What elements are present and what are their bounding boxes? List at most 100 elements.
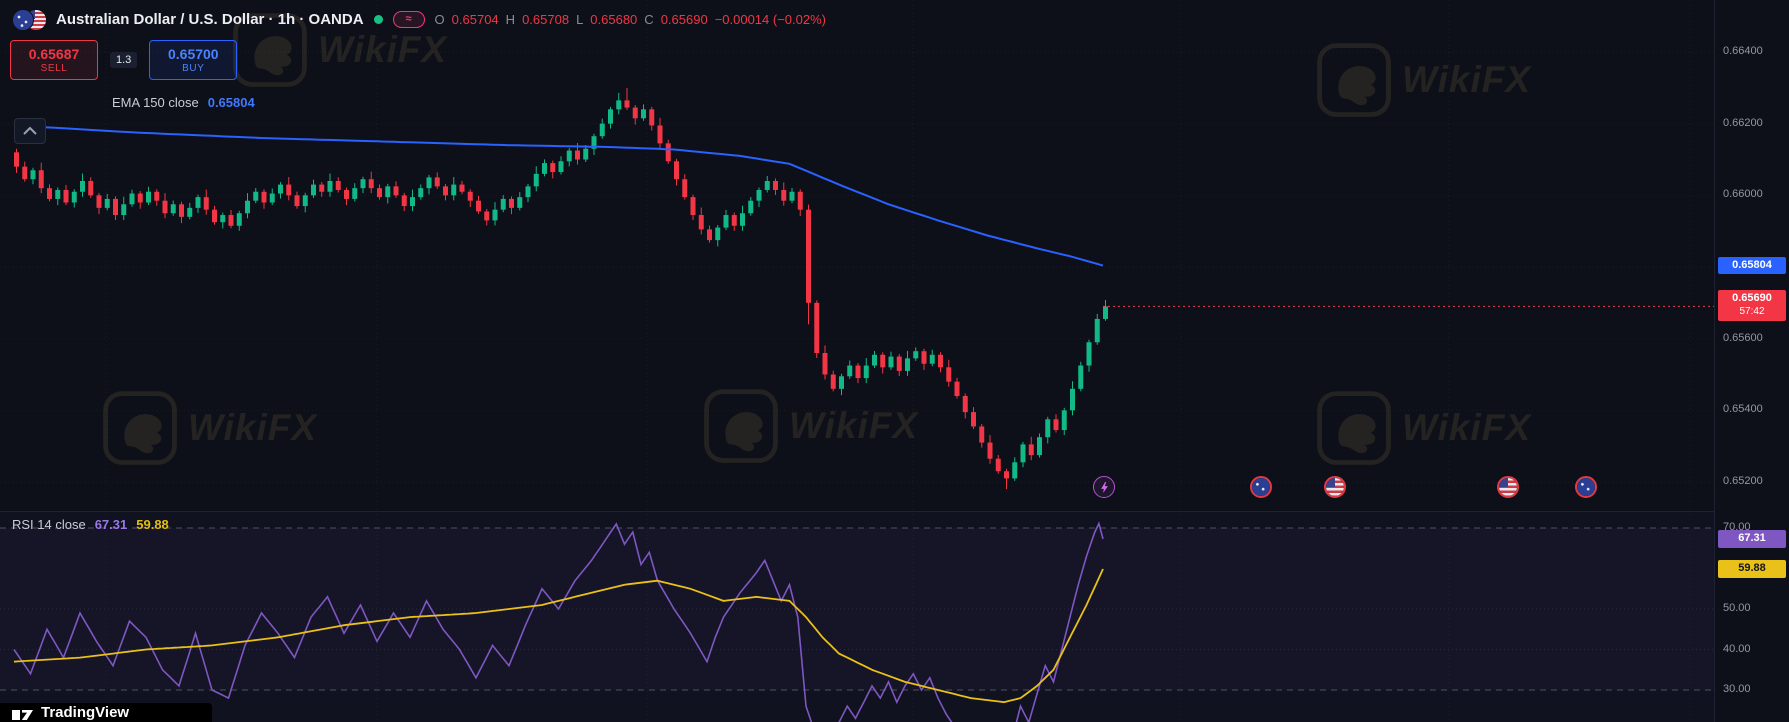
candle-body	[938, 354, 943, 368]
candle-body	[1078, 365, 1084, 389]
symbol-title[interactable]: Australian Dollar / U.S. Dollar · 1h · O…	[56, 10, 364, 28]
wikifx-eagle-icon	[1317, 391, 1391, 465]
candle-body	[558, 161, 564, 173]
flag-us[interactable]	[1324, 476, 1346, 498]
candle-body	[1037, 437, 1042, 456]
flag-au-inner	[1577, 478, 1595, 496]
candle-body	[591, 136, 597, 149]
candle-body	[47, 188, 52, 199]
rsi-legend-value: 67.31	[94, 517, 128, 532]
wikifx-watermark-text: WikiFX	[789, 405, 919, 446]
candle-body	[1012, 462, 1018, 479]
candle-body	[360, 179, 366, 189]
candle-body	[80, 180, 85, 192]
flag-us[interactable]	[1497, 476, 1519, 498]
rsi-ma-legend-value: 59.88	[136, 517, 169, 532]
candle-body	[575, 150, 580, 160]
candle-body	[797, 191, 803, 210]
candle-body	[96, 195, 102, 208]
ema-line[interactable]	[13, 124, 1104, 267]
candle-body	[245, 200, 250, 214]
flag-au[interactable]	[1575, 476, 1597, 498]
candle-body	[616, 100, 622, 110]
candle-body	[401, 195, 407, 207]
event-markers-row	[0, 476, 1714, 498]
candle-body	[492, 209, 498, 221]
rsi-pane-canvas[interactable]	[0, 511, 1714, 722]
candle-body	[1028, 444, 1034, 456]
candle-body	[426, 177, 432, 189]
spread-value: 1.3	[110, 52, 138, 68]
candle-body	[962, 395, 968, 413]
low-value: 0.65680	[590, 11, 638, 27]
price-chart-canvas[interactable]	[0, 0, 1714, 511]
candle-body	[863, 365, 869, 379]
candle-body	[929, 354, 935, 364]
flag-au-inner	[1252, 478, 1270, 496]
candle-body	[55, 189, 61, 199]
candle-body	[913, 351, 919, 359]
candle-body	[1086, 342, 1092, 366]
market-status-dot-icon	[373, 14, 383, 24]
rsi-legend-label: RSI 14 close	[12, 517, 86, 532]
sell-button[interactable]: 0.65687 SELL	[10, 40, 98, 80]
candle-body	[352, 188, 358, 199]
pane-divider[interactable]	[0, 511, 1714, 512]
candle-body	[731, 215, 737, 226]
wikifx-watermark-text: WikiFX	[318, 29, 448, 70]
candle-body	[690, 197, 696, 216]
candle-body	[1020, 444, 1026, 463]
price-axis[interactable]: 0.65804 0.65690 57:42 67.31 59.88 0.6640…	[1714, 0, 1789, 722]
wikifx-watermark-text: WikiFX	[1402, 407, 1532, 448]
candle-body	[418, 188, 424, 198]
lightning-icon[interactable]	[1093, 476, 1115, 498]
wikifx-eagle-icon	[1317, 43, 1391, 117]
candle-body	[641, 109, 646, 119]
candle-body	[294, 195, 300, 207]
high-value: 0.65708	[522, 11, 570, 27]
price-axis-label: 0.66400	[1723, 45, 1763, 57]
candle-body	[995, 458, 1001, 472]
wikifx-watermark-text: WikiFX	[1402, 59, 1532, 100]
wikifx-eagle-icon	[233, 13, 307, 87]
ema-indicator-legend[interactable]: EMA 150 close 0.65804	[112, 95, 255, 110]
candle-body	[830, 374, 836, 389]
candle-body	[129, 193, 135, 205]
open-value: 0.65704	[451, 11, 499, 27]
rsi-ma-line[interactable]	[13, 568, 1104, 704]
candle-body	[476, 200, 481, 212]
buy-button[interactable]: 0.65700 BUY	[149, 40, 238, 80]
candle-body	[1103, 306, 1108, 319]
candle-body	[253, 191, 259, 201]
candle-body	[624, 100, 630, 108]
change-value: −0.00014 (−0.02%)	[714, 11, 826, 27]
candle-body	[748, 200, 754, 214]
flag-us-inner	[1326, 478, 1344, 496]
candle-body	[30, 170, 36, 180]
price-axis-label: 0.65400	[1723, 403, 1763, 416]
candle-body	[137, 193, 143, 203]
candle-body	[698, 215, 704, 230]
flag-au[interactable]	[1250, 476, 1272, 498]
candle-body	[393, 186, 399, 196]
pane-collapse-button[interactable]	[14, 118, 46, 144]
candle-body	[228, 215, 234, 226]
candle-body	[839, 376, 844, 389]
rsi-line[interactable]	[13, 521, 1104, 722]
rsi-indicator-legend[interactable]: RSI 14 close 67.31 59.88	[12, 517, 169, 532]
tradingview-attribution[interactable]: TradingView	[0, 703, 212, 722]
ema-legend-value: 0.65804	[207, 95, 255, 110]
candle-body	[203, 197, 209, 210]
ohlc-readout: O 0.65704 H 0.65708 L 0.65680 C 0.65690 −0.0…	[435, 12, 826, 27]
otc-badge-icon[interactable]: ≈	[392, 10, 425, 28]
tradingview-logo-text: TradingView	[41, 704, 130, 721]
candle-body	[632, 107, 638, 119]
wikifx-watermark: WikiFX	[703, 388, 918, 464]
australia-flag-icon	[12, 9, 34, 31]
sell-price: 0.65687	[28, 46, 80, 62]
candle-body	[814, 302, 820, 353]
candle-body	[467, 191, 473, 201]
candle-body	[368, 179, 374, 189]
candle-body	[517, 197, 523, 208]
